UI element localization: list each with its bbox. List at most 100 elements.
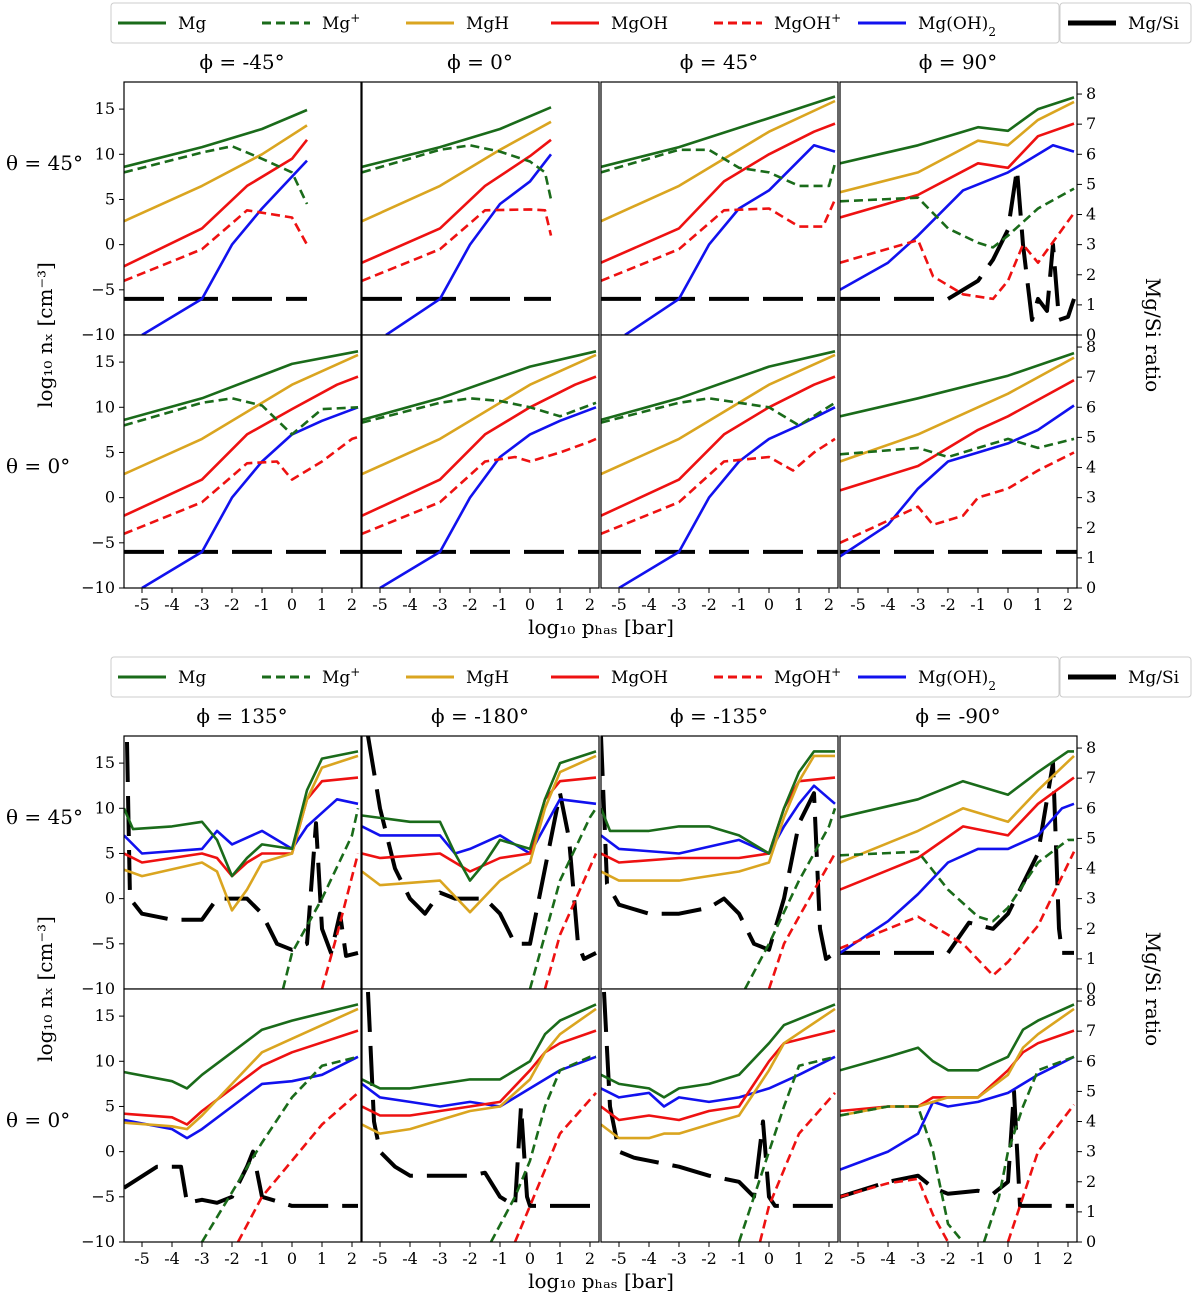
x-tick-label: 0 — [287, 595, 297, 614]
panel-b2-r1-c1: 15 10 5 0 −5 −10 — [81, 735, 362, 998]
series-mgsi-b2-r1-c2 — [366, 736, 597, 961]
y-tick-label: 0 — [105, 889, 115, 908]
series-mgoh-b2-r1-c1 — [320, 853, 360, 989]
series-mgh-b1-r2-c4 — [840, 356, 1075, 463]
xlabel-2: log₁₀ pₕₐₛ [bar] — [528, 1269, 674, 1293]
legend-label-2: MgH — [466, 14, 509, 34]
y-right-tick-label: 1 — [1086, 295, 1096, 314]
series-mgoh2-b1-r2-c2 — [379, 406, 597, 588]
series-mgsi-b2-r2-c2 — [366, 991, 596, 1208]
x-tick-label: -5 — [372, 595, 388, 614]
series-mgh-b2-r1-c1 — [124, 754, 359, 912]
y-right-tick-label: 3 — [1086, 889, 1096, 908]
legend-label-6: Mg/Si — [1128, 14, 1180, 34]
series-mg-b1-r1-c1 — [124, 108, 308, 169]
series-mgoh2-b2-r2-c2 — [362, 1055, 597, 1108]
panel-b1-r1-c4: 8 7 6 5 4 3 2 1 0 — [839, 81, 1096, 344]
y-tick-label: −5 — [91, 280, 115, 299]
x-tick-label: -1 — [254, 1249, 270, 1268]
legend-label-4: MgOH+ — [774, 11, 841, 34]
row-title-2: θ = 0° — [6, 454, 70, 478]
x-tick-label: 2 — [347, 1249, 357, 1268]
x-tick-label: 1 — [1033, 595, 1043, 614]
panel-frame — [839, 988, 1078, 1243]
x-tick-label: -5 — [850, 595, 866, 614]
x-tick-label: 0 — [764, 595, 774, 614]
y-right-tick-label: 6 — [1086, 397, 1096, 416]
x-tick-label: -5 — [134, 1249, 150, 1268]
x-tick-label: -4 — [641, 595, 657, 614]
series-mgh-b1-r1-c4 — [840, 100, 1075, 194]
y-right-tick-label: 3 — [1086, 488, 1096, 507]
series-mgoh-b2-r1-c1 — [124, 776, 359, 878]
x-tick-label: 2 — [1063, 595, 1073, 614]
series-mg-b1-r2-c3 — [601, 396, 836, 427]
panel-frame — [361, 988, 600, 1243]
series-mgoh-b1-r2-c2 — [362, 375, 597, 517]
x-tick-label: 0 — [525, 595, 535, 614]
x-tick-label: 1 — [555, 1249, 565, 1268]
column-title-8: ϕ = -90° — [915, 704, 1000, 728]
series-mg-b2-r2-c1 — [124, 1003, 359, 1090]
x-tick-label: -2 — [701, 595, 717, 614]
y-tick-label: −10 — [81, 1232, 115, 1251]
y-right-tick-label: 3 — [1086, 1142, 1096, 1161]
series-mg-b1-r1-c4 — [840, 187, 1075, 249]
panel-b1-r1-c2 — [361, 81, 600, 336]
column-title-2: ϕ = 0° — [447, 50, 513, 74]
series-mgoh-b2-r1-c4 — [840, 851, 1076, 977]
series-mgoh-b2-r2-c2 — [362, 1029, 597, 1117]
series-mg-b2-r1-c1 — [281, 808, 360, 989]
y-right-tick-label: 1 — [1086, 548, 1096, 567]
series-mgh-b2-r1-c3 — [601, 754, 835, 882]
series-mgh-b1-r1-c2 — [362, 120, 552, 223]
x-tick-label: -3 — [910, 1249, 926, 1268]
column-title-5: ϕ = 135° — [196, 704, 287, 728]
series-mgsi-b2-r2-c3 — [602, 991, 835, 1208]
x-tick-label: 2 — [585, 595, 595, 614]
series-mg-b1-r2-c2 — [362, 350, 597, 422]
x-tick-label: 1 — [794, 595, 804, 614]
y-right-tick-label: 0 — [1086, 578, 1096, 597]
panel-frame — [123, 988, 362, 1243]
panel-b1-r1-c1: 15 10 5 0 −5 −10 — [81, 81, 362, 344]
x-tick-label: -3 — [432, 595, 448, 614]
series-mg-b1-r1-c2 — [362, 106, 552, 169]
series-mg-b2-r2-c1 — [200, 1055, 359, 1242]
series-mgh-b2-r1-c4 — [840, 754, 1075, 864]
x-tick-label: 2 — [824, 595, 834, 614]
series-mg-b2-r1-c4 — [840, 750, 1074, 819]
series-mgoh-b1-r2-c4 — [840, 379, 1075, 492]
x-tick-label: -4 — [880, 1249, 896, 1268]
x-tick-label: -3 — [194, 595, 210, 614]
x-tick-label: 0 — [287, 1249, 297, 1268]
series-mg-b2-r2-c4 — [840, 1105, 965, 1242]
x-tick-label: -1 — [731, 595, 747, 614]
series-mgsi-b1-r1-c4 — [840, 167, 1076, 322]
y-right-tick-label: 7 — [1086, 114, 1096, 133]
series-mgsi-b2-r1-c1 — [125, 741, 359, 958]
y-right-tick-label: 8 — [1086, 84, 1096, 103]
series-mgoh-b1-r2-c2 — [362, 437, 597, 536]
series-mgoh-b2-r2-c3 — [758, 1092, 836, 1242]
y-tick-label: 15 — [95, 99, 115, 118]
y-right-tick-label: 5 — [1086, 427, 1096, 446]
series-mgoh2-b2-r1-c1 — [124, 797, 359, 855]
panel-b2-r2-c3: -5 -4 -3 -2 -1 0 1 2 — [600, 988, 839, 1268]
x-tick-label: 0 — [1003, 1249, 1013, 1268]
y-right-tick-label: 1 — [1086, 949, 1096, 968]
series-mgh-b2-r2-c2 — [362, 1007, 597, 1135]
series-mgoh2-b1-r1-c2 — [385, 153, 553, 335]
series-mgoh-b2-r1-c4 — [840, 776, 1075, 891]
y-tick-label: 10 — [95, 397, 115, 416]
series-mg-b2-r1-c3 — [743, 807, 837, 989]
x-tick-label: -5 — [850, 1249, 866, 1268]
x-tick-label: -4 — [880, 595, 896, 614]
y-right-tick-label: 7 — [1086, 367, 1096, 386]
legend-label-4: MgOH+ — [774, 665, 841, 688]
panel-b1-r2-c3: -5 -4 -3 -2 -1 0 1 2 — [600, 334, 839, 614]
series-mgoh-b1-r1-c4 — [840, 122, 1075, 219]
panel-b1-r1-c3 — [600, 81, 839, 336]
x-tick-label: 0 — [764, 1249, 774, 1268]
y-tick-label: −5 — [91, 1187, 115, 1206]
